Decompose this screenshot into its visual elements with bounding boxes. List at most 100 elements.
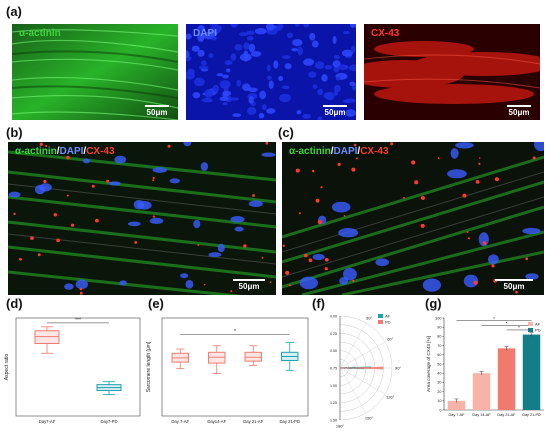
nucleus [335,76,341,81]
cx43-spot [473,280,478,285]
nucleus [312,253,325,261]
panel-label-g: (g) [425,296,442,311]
nucleus [200,60,207,66]
nucleus [248,43,256,53]
angle-tick-label: 180° [336,424,345,429]
merged-texture [8,142,276,295]
cx43-spot [482,241,487,245]
radial-tick-label: 1.50 [330,419,337,423]
cx43-spot [491,264,495,268]
chart-aspect-ratio: Aspect ratio Day7-AF Day7-PD *** [4,317,141,424]
cx43-spot [70,223,75,227]
x-tick-label: Day 7-AF [448,413,465,417]
nucleus [332,36,337,44]
nucleus [234,44,243,51]
nucleus [248,87,258,93]
cx43-spot [515,290,518,294]
angular-gridline [339,367,386,395]
nucleus [488,254,499,265]
nucleus [273,60,279,69]
cx43-spot [320,186,323,189]
cx43-spot [134,241,138,244]
bar [472,373,491,410]
legend-swatch [528,328,533,332]
nucleus [193,219,201,229]
legend-label: PD [385,320,391,325]
chart-cx43-coverage: 0 10 20 30 40 50 60 70 80 90 100 Area coverage of C… [426,316,544,417]
panel-label-b: (b) [6,125,23,140]
cx43-spot [475,180,480,184]
nucleus [204,89,214,98]
scale-bar: 50μm [142,105,172,117]
x-tick-label: Day7-AF [39,419,56,424]
legend-swatch [378,314,383,318]
nucleus [317,88,324,96]
panel-label-e: (e) [148,296,164,311]
polar-bar [339,366,384,370]
x-tick-label: Day 14-AF [472,413,491,417]
radial-tick-label: 0.00 [330,315,337,319]
cx43-spot [478,157,481,159]
polar-bar [339,367,351,369]
nucleus [192,92,201,99]
chart-polar-orientation: 0.00 0.25 0.50 0.75 1.00 1.25 1.50 30° 60° 90° 120… [330,314,401,429]
y-tick-label: 0 [439,408,441,412]
nucleus [534,142,544,152]
blue-nuclei-texture [186,24,356,120]
nucleus [243,42,250,50]
nucleus [338,228,358,238]
nucleus [39,183,52,192]
nucleus [209,24,219,26]
cx43-spot [467,237,470,240]
nucleus [323,92,333,99]
cx43-spot [53,213,57,217]
cx43-spot [197,244,200,246]
nucleus [478,232,489,247]
nucleus [234,226,244,232]
legend-swatch [378,320,383,324]
cx43-spot [311,169,315,173]
nucleus [278,75,284,82]
nucleus [302,113,311,119]
merged-texture [282,142,544,295]
y-tick-label: 60 [437,353,441,357]
scale-bar: 50μm [504,105,534,117]
angular-gridline [339,322,367,369]
cx43-spot [304,253,308,258]
cx43-spot [79,287,83,291]
significance-label: * [493,316,495,321]
scale-bar: 50μm [492,279,536,291]
significance-label: * [234,329,236,335]
radial-tick-label: 0.50 [330,349,337,353]
cx43-spot [230,290,233,293]
micrograph-merged-b: α-actinin/DAPI/CX-43 50μm [8,142,276,295]
micrograph-alpha-actinin: α-actinin 50μm [12,24,178,120]
nucleus [266,64,271,72]
cx43-spot [466,231,469,233]
micrograph-dapi: DAPI 50μm [186,24,356,120]
nucleus [311,40,319,48]
red-cx43-texture [364,24,540,120]
x-tick-label: Day 7-AF [171,419,189,424]
x-tick-label: Day 21-PD [280,419,300,424]
nucleus [312,84,318,89]
bar [497,348,516,410]
nucleus [297,46,303,56]
nucleus [232,113,242,117]
cx43-spot [308,258,313,263]
cx43-spot [315,198,320,203]
cx43-spot [494,177,499,182]
nucleus [236,79,241,87]
nucleus [341,49,353,57]
plot-frame [15,317,141,417]
nucleus [224,60,233,66]
nucleus [334,84,341,93]
cx43-spot [243,244,247,248]
nucleus [186,50,190,59]
nucleus [217,243,225,253]
nucleus [309,32,316,41]
nucleus [259,90,267,100]
cx43-spot [37,253,41,257]
nucleus [525,273,539,280]
nucleus [230,216,245,223]
